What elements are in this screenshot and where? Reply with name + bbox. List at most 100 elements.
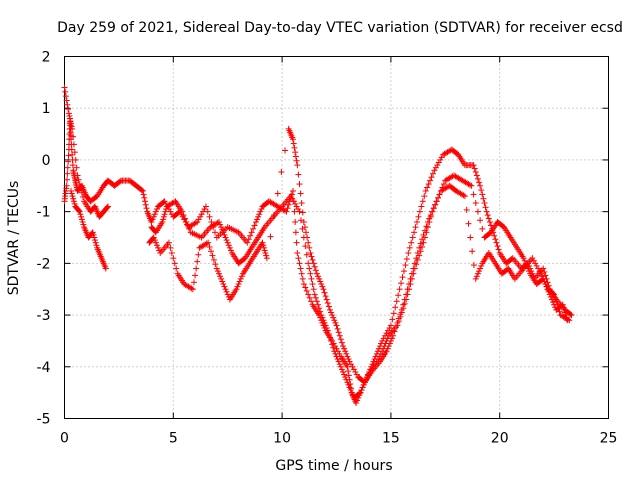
data-point <box>470 162 477 169</box>
data-point <box>310 260 317 267</box>
data-point <box>340 368 347 375</box>
data-point <box>297 265 304 272</box>
data-point <box>297 190 304 197</box>
data-point <box>376 353 383 360</box>
data-point <box>215 218 222 225</box>
data-point <box>473 172 480 179</box>
data-point <box>418 203 425 210</box>
data-point <box>411 265 418 272</box>
data-point <box>350 366 357 373</box>
data-point <box>65 106 72 113</box>
data-point <box>384 327 391 334</box>
data-point <box>70 133 77 140</box>
data-point <box>292 149 299 156</box>
data-point <box>422 187 429 194</box>
data-point <box>313 298 320 305</box>
data-point <box>333 322 340 329</box>
data-point <box>292 153 299 160</box>
data-point <box>383 337 390 344</box>
data-point <box>150 234 157 241</box>
data-point <box>309 256 316 263</box>
data-point <box>548 296 555 303</box>
data-point <box>234 283 241 290</box>
data-point <box>289 136 296 143</box>
data-point <box>551 291 558 298</box>
data-point <box>152 208 159 215</box>
data-point <box>64 176 71 183</box>
data-point <box>65 158 72 165</box>
data-point <box>360 381 367 388</box>
data-point <box>414 218 421 225</box>
data-point <box>69 125 76 132</box>
data-point <box>319 283 326 290</box>
data-point <box>413 261 420 268</box>
data-point <box>342 374 349 381</box>
data-point <box>335 329 342 336</box>
data-point <box>323 325 330 331</box>
data-point <box>171 199 178 206</box>
data-point <box>417 240 424 247</box>
data-point <box>491 232 498 239</box>
data-point <box>349 363 356 370</box>
data-point <box>472 200 479 207</box>
data-point <box>224 239 231 246</box>
data-point <box>189 286 196 293</box>
x-tick-label: 25 <box>600 431 618 447</box>
data-point <box>463 206 470 213</box>
data-point <box>151 237 158 244</box>
data-point <box>472 275 479 282</box>
data-point <box>248 229 255 236</box>
data-point <box>285 201 292 208</box>
data-point <box>560 304 567 311</box>
data-point <box>219 226 226 233</box>
chart-title: Day 259 of 2021, Sidereal Day-to-day VTE… <box>57 20 623 36</box>
data-point <box>420 231 427 238</box>
data-point <box>423 229 430 236</box>
data-point <box>476 268 483 275</box>
data-point <box>423 223 430 230</box>
data-point <box>550 299 557 306</box>
data-point <box>474 208 481 215</box>
data-point <box>492 236 499 243</box>
data-point <box>345 381 352 388</box>
data-point <box>403 296 410 303</box>
data-point <box>222 234 229 241</box>
data-point <box>336 332 343 339</box>
data-point <box>412 224 419 231</box>
data-point <box>345 368 352 375</box>
data-point <box>223 288 230 295</box>
data-point <box>547 293 554 300</box>
data-point <box>79 218 86 225</box>
x-tick-label: 20 <box>491 431 509 447</box>
data-point <box>70 195 77 202</box>
data-point <box>567 311 574 318</box>
data-point <box>374 356 381 363</box>
data-point <box>300 281 307 288</box>
data-point <box>411 229 418 236</box>
data-point <box>292 229 299 236</box>
data-point <box>426 218 433 225</box>
data-point <box>400 305 407 312</box>
data-point <box>68 187 75 194</box>
data-point <box>161 211 168 218</box>
data-point <box>90 231 97 238</box>
data-point <box>379 348 386 355</box>
data-point <box>483 208 490 215</box>
data-point <box>138 187 145 194</box>
data-point <box>330 314 337 321</box>
data-point <box>394 322 401 329</box>
data-point <box>93 242 100 249</box>
data-point <box>70 198 77 205</box>
data-point <box>296 208 303 215</box>
data-point <box>309 281 316 288</box>
x-tick-label: 10 <box>273 431 291 447</box>
data-point <box>478 262 485 269</box>
data-point <box>520 255 527 262</box>
data-point <box>238 273 245 280</box>
data-point <box>470 191 477 198</box>
data-point <box>530 257 537 264</box>
data-point <box>179 208 186 215</box>
data-point <box>377 350 384 357</box>
data-point <box>343 376 350 383</box>
